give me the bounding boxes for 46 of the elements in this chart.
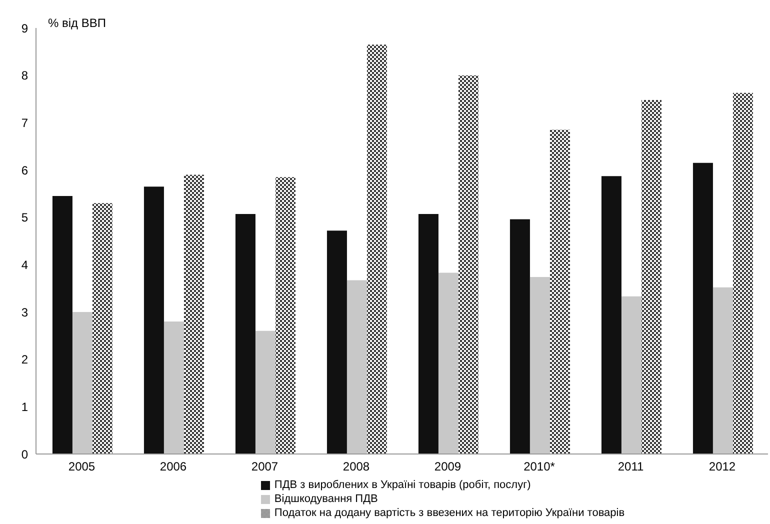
- bar: [366, 44, 387, 454]
- bar: [621, 296, 642, 454]
- legend-label: Відшкодування ПДВ: [274, 493, 378, 505]
- x-tick-label: 2012: [708, 460, 736, 474]
- bar: [144, 186, 164, 454]
- x-tick-label: 2007: [251, 460, 278, 474]
- bar: [326, 230, 347, 454]
- bar: [641, 100, 662, 454]
- y-tick-label: 3: [21, 305, 28, 320]
- bar: [732, 92, 753, 454]
- x-tick-label: 2009: [434, 460, 462, 474]
- bar: [255, 330, 276, 454]
- y-tick-label: 1: [21, 400, 28, 414]
- bar: [550, 130, 570, 454]
- bar: [530, 276, 550, 454]
- bar: [438, 272, 458, 454]
- y-tick-label: 9: [21, 21, 28, 36]
- bar: [164, 321, 184, 454]
- x-tick-label: 2011: [618, 460, 644, 474]
- bar: [712, 287, 733, 454]
- bar: [52, 196, 72, 454]
- bar: [418, 214, 438, 454]
- bar: [92, 203, 112, 454]
- x-tick-label: 2010*: [524, 460, 556, 474]
- bar: [275, 177, 296, 454]
- y-tick-label: 2: [21, 352, 28, 367]
- y-tick-label: 5: [21, 210, 28, 225]
- bar: [601, 176, 622, 454]
- bar: [510, 219, 530, 454]
- bar: [72, 312, 92, 454]
- x-tick-label: 2006: [160, 460, 187, 474]
- y-tick-label: 7: [21, 116, 28, 130]
- x-tick-label: 2005: [68, 460, 96, 474]
- legend-label: ПДВ з вироблених в Україні товарів (робіт, послуг): [274, 479, 531, 491]
- y-tick-label: 0: [21, 447, 28, 462]
- x-tick-label: 2008: [342, 460, 370, 474]
- y-tick-label: 6: [21, 163, 28, 178]
- bar: [346, 280, 367, 454]
- y-axis-title: % від ВВП: [48, 16, 106, 30]
- bar: [184, 174, 204, 454]
- bar: [692, 162, 713, 454]
- y-tick-label: 4: [21, 258, 28, 272]
- legend-label: Податок на додану вартість з ввезених на територію України товарів: [274, 507, 625, 519]
- bar: [235, 214, 256, 454]
- y-tick-label: 8: [21, 68, 28, 83]
- bar: [458, 75, 478, 454]
